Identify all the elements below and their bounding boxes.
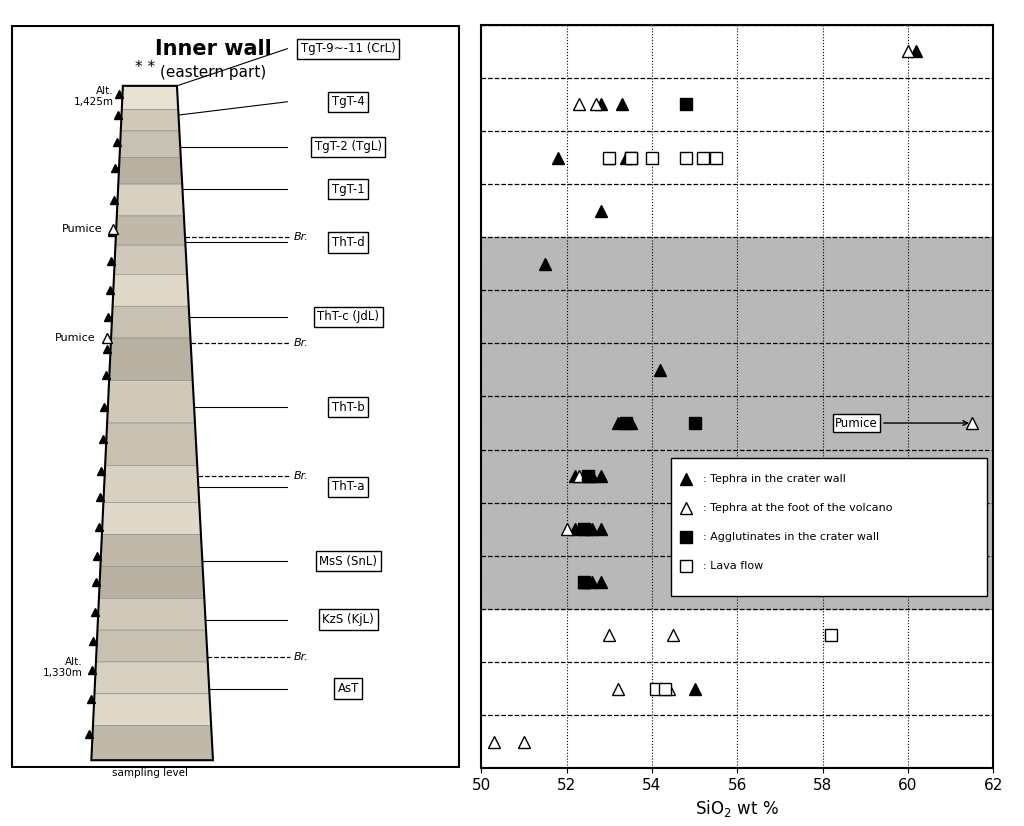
Polygon shape [111, 306, 190, 338]
Polygon shape [91, 726, 213, 760]
Polygon shape [114, 245, 187, 274]
Polygon shape [102, 503, 201, 534]
Polygon shape [117, 184, 184, 216]
Text: Pumice: Pumice [62, 224, 102, 235]
Polygon shape [120, 131, 181, 158]
Polygon shape [108, 381, 195, 423]
Text: Inner wall: Inner wall [155, 39, 271, 59]
Text: * *: * * [135, 60, 156, 75]
Polygon shape [122, 86, 178, 110]
Text: Br.: Br. [294, 339, 309, 349]
FancyBboxPatch shape [671, 458, 987, 596]
Text: Pumice: Pumice [55, 333, 96, 343]
Text: Alt.
1,425m: Alt. 1,425m [74, 86, 114, 107]
Text: : Lava flow: : Lava flow [703, 562, 764, 572]
Bar [481, 344, 993, 396]
Text: TgT-2 (TgL): TgT-2 (TgL) [314, 140, 382, 154]
Text: TgT-1: TgT-1 [332, 183, 365, 196]
Polygon shape [99, 567, 205, 598]
Text: KzS (KjL): KzS (KjL) [323, 613, 374, 626]
Text: : Tephra in the crater wall: : Tephra in the crater wall [703, 474, 846, 484]
Text: MsS (SnL): MsS (SnL) [319, 554, 377, 567]
Text: Br.: Br. [294, 652, 309, 662]
Text: Br.: Br. [294, 232, 309, 242]
X-axis label: SiO$_2$ wt %: SiO$_2$ wt % [695, 799, 779, 819]
Polygon shape [93, 694, 211, 726]
Polygon shape [110, 338, 193, 381]
Bar [481, 449, 993, 503]
Polygon shape [116, 216, 185, 245]
Bar [481, 556, 993, 609]
Text: sampling level: sampling level [112, 768, 188, 778]
Text: ThT-b: ThT-b [332, 401, 365, 414]
Text: Br.: Br. [294, 471, 309, 481]
Bar [481, 503, 993, 556]
Polygon shape [96, 630, 208, 662]
Bar [481, 290, 993, 344]
Polygon shape [121, 110, 179, 131]
Bar [481, 237, 993, 290]
Text: Alt.
1,330m: Alt. 1,330m [42, 657, 82, 678]
Text: ThT-c (JdL): ThT-c (JdL) [317, 311, 379, 323]
Polygon shape [119, 158, 182, 184]
Polygon shape [97, 598, 206, 630]
Text: ThT-d: ThT-d [332, 236, 365, 249]
Text: AsT: AsT [338, 682, 358, 695]
Polygon shape [94, 662, 210, 694]
Text: TgT-4: TgT-4 [332, 95, 365, 108]
Text: : Tephra at the foot of the volcano: : Tephra at the foot of the volcano [703, 503, 893, 513]
Text: : Agglutinates in the crater wall: : Agglutinates in the crater wall [703, 532, 880, 542]
Bar [481, 396, 993, 449]
Polygon shape [100, 534, 203, 567]
Text: ThT-a: ThT-a [332, 480, 365, 493]
Text: Pumice: Pumice [836, 416, 968, 430]
Polygon shape [105, 423, 198, 466]
Polygon shape [103, 466, 200, 503]
Polygon shape [113, 274, 188, 306]
Text: (eastern part): (eastern part) [160, 65, 266, 80]
Text: TgT-9∼-11 (CrL): TgT-9∼-11 (CrL) [301, 42, 395, 55]
